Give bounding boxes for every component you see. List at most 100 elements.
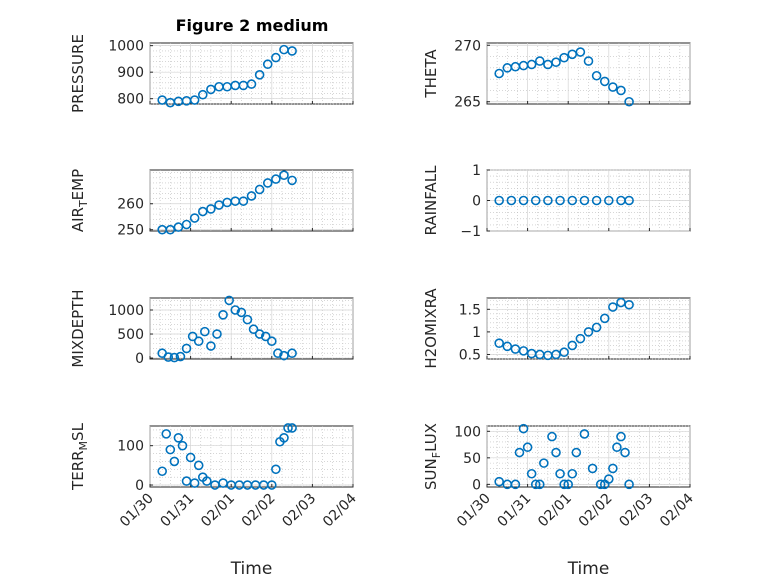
data-point [518, 346, 529, 356]
y-tick-label: 270 [454, 38, 481, 54]
data-point [539, 458, 549, 468]
y-tick-label: 1 [472, 163, 481, 179]
data-point [494, 338, 504, 348]
x-tick-label: 02/03 [616, 491, 656, 531]
data-point [279, 433, 289, 443]
data-point [579, 429, 590, 439]
data-point [236, 307, 247, 318]
data-point [206, 204, 216, 214]
data-point [624, 479, 634, 490]
x-tick-label: 02/04 [320, 490, 360, 530]
data-point [583, 56, 594, 66]
data-point [494, 68, 504, 79]
data-point [185, 452, 196, 463]
y-axis-label: RAINFALL [422, 165, 440, 236]
data-point [248, 324, 259, 335]
data-point [567, 340, 578, 351]
data-point [260, 331, 271, 342]
data-point [212, 329, 222, 339]
y-tick-label: 0 [472, 194, 481, 210]
data-point [603, 195, 614, 206]
y-axis-label: THETA [422, 49, 440, 99]
data-point [555, 468, 565, 479]
x-axis-label: Time [230, 559, 273, 579]
data-point [271, 464, 281, 475]
y-tick-label: 0 [472, 477, 481, 493]
data-point [157, 466, 167, 477]
data-point [526, 59, 537, 70]
x-tick-label: 01/31 [158, 491, 198, 531]
data-point [163, 352, 174, 362]
x-tick-label: 02/01 [535, 491, 575, 531]
y-tick-label: 500 [117, 327, 144, 343]
data-point [526, 468, 537, 479]
y-tick-label: 260 [117, 197, 144, 213]
data-point [559, 479, 569, 490]
data-point [173, 433, 184, 443]
data-point [254, 70, 265, 80]
x-tick-label: 02/03 [279, 491, 319, 531]
y-axis-label: SUNFLUX [422, 423, 443, 490]
y-tick-label: 1000 [108, 303, 144, 319]
data-point [530, 479, 541, 490]
data-point [238, 196, 249, 206]
data-point [193, 336, 204, 347]
data-point [518, 195, 529, 206]
data-point [202, 476, 212, 486]
data-point [218, 310, 228, 320]
data-point [279, 170, 289, 180]
x-tick-label: 02/02 [576, 491, 616, 531]
data-point [510, 479, 521, 490]
data-point [530, 195, 541, 206]
data-point [567, 195, 578, 206]
data-point [616, 85, 626, 96]
y-axis-label: TERRMSL [69, 422, 90, 491]
data-point [599, 76, 610, 87]
data-point [206, 84, 216, 95]
y-axis-label: AIRTEMP [69, 169, 90, 232]
y-axis-label: MIXDEPTH [69, 289, 87, 367]
data-point [287, 175, 297, 186]
data-point [271, 174, 281, 184]
data-point [624, 299, 634, 310]
data-point [591, 70, 602, 81]
data-point [624, 96, 634, 107]
data-point [563, 479, 574, 490]
data-point [165, 224, 176, 235]
y-tick-label: 1.5 [459, 302, 481, 318]
data-point [534, 479, 545, 490]
data-point [616, 431, 626, 442]
data-point [591, 322, 602, 333]
y-tick-label: 0.5 [459, 347, 481, 363]
data-point [518, 423, 529, 434]
subplot-terr-msl: 0 100 TERRMSL 01/30 01/31 02/01 02/02 02/03 02/0… [69, 422, 360, 579]
data-point [502, 341, 513, 352]
data-point [246, 79, 257, 89]
subplot-rainfall: −1 0 1 RAINFALL [422, 163, 691, 240]
data-point [161, 429, 172, 439]
data-point [287, 46, 297, 56]
data-point [173, 222, 184, 232]
data-point [547, 431, 557, 442]
data-point [287, 423, 297, 433]
data-point [266, 480, 277, 490]
data-point [197, 206, 208, 217]
data-point [246, 191, 257, 201]
y-axis-label: PRESSURE [69, 34, 87, 113]
data-point [595, 479, 606, 490]
data-point [273, 348, 283, 359]
subplot-pressure: 800 900 1000 PRESSURE [69, 34, 354, 113]
data-point [624, 195, 634, 206]
data-point [242, 314, 253, 325]
data-point [197, 89, 208, 100]
data-point [189, 478, 200, 488]
data-point [579, 195, 590, 206]
x-axis-label: Time [567, 559, 610, 579]
data-point [254, 329, 265, 339]
data-point [559, 347, 569, 358]
y-tick-label: 250 [117, 223, 144, 239]
data-point [559, 52, 569, 63]
data-point [262, 178, 273, 188]
y-tick-label: 1 [472, 325, 481, 341]
